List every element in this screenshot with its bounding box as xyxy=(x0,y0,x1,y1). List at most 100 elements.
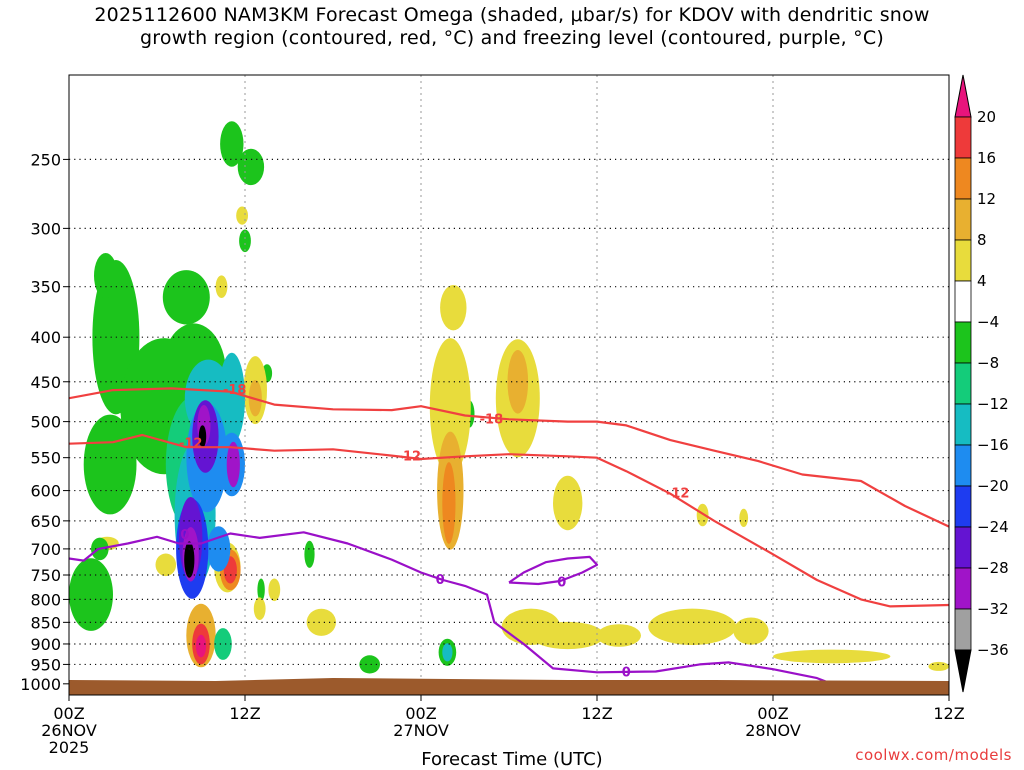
dgz-minus-18-label: -18 xyxy=(480,412,504,427)
plot-frame xyxy=(68,74,950,696)
colorbar-label: −8 xyxy=(977,354,999,372)
colorbar-bin xyxy=(954,239,972,282)
pressure-axis: 250 300 350 400 450 500 550 600 650 700 750 800 850 9… xyxy=(20,150,69,694)
freezing-loop-line xyxy=(508,555,599,586)
sinking-motion-area xyxy=(195,634,207,658)
dgz-minus-12-label: -12 xyxy=(398,449,422,464)
sinking-motion-area xyxy=(773,649,891,664)
freezing-loop-label: 0 xyxy=(557,576,566,591)
colorbar-bin xyxy=(954,362,972,405)
sinking-motion-area xyxy=(696,503,709,527)
colorbar-label: 8 xyxy=(977,231,987,249)
rising-motion-area xyxy=(226,441,240,488)
rising-motion-area xyxy=(206,526,231,572)
chart-title-line2: growth region (contoured, red, °C) and f… xyxy=(140,27,884,49)
rising-motion-area xyxy=(237,148,265,186)
pressure-tick-label: 800 xyxy=(30,590,61,609)
sinking-motion-area xyxy=(440,285,467,331)
colorbar-label: −4 xyxy=(977,313,999,331)
sinking-motion-area xyxy=(236,206,249,225)
pressure-tick-label: 700 xyxy=(30,540,61,559)
date-label: 28NOV xyxy=(745,721,801,740)
pressure-tick-label: 300 xyxy=(30,219,61,238)
rising-motion-area xyxy=(257,578,265,602)
sinking-motion-area xyxy=(507,350,529,414)
pressure-tick-label: 750 xyxy=(30,566,61,585)
sinking-motion-area xyxy=(442,462,456,544)
rising-motion-area xyxy=(239,229,251,253)
dgz-minus-18-line xyxy=(69,387,949,528)
colorbar-bin xyxy=(954,526,972,569)
sinking-motion-area xyxy=(306,608,336,636)
sinking-motion-area xyxy=(648,608,737,645)
temperature-contours xyxy=(69,387,949,685)
time-tick-label: 12Z xyxy=(933,704,964,723)
rising-motion-area xyxy=(184,541,195,578)
year-label: 2025 xyxy=(49,738,90,757)
omega-shading xyxy=(69,121,949,674)
rising-motion-area xyxy=(218,352,245,444)
freezing-level-label: 0 xyxy=(436,573,445,588)
sinking-motion-area xyxy=(733,617,769,645)
colorbar-bottom-extension xyxy=(954,649,972,693)
pressure-tick-label: 550 xyxy=(30,449,61,468)
rising-motion-area xyxy=(220,121,244,167)
sinking-motion-area xyxy=(553,475,583,531)
colorbar-label: −12 xyxy=(977,395,1009,413)
time-tick-label: 00Z xyxy=(757,704,788,723)
date-label: 27NOV xyxy=(393,721,449,740)
x-axis-title: Forecast Time (UTC) xyxy=(421,749,603,770)
rising-motion-area xyxy=(94,253,118,299)
pressure-tick-label: 600 xyxy=(30,482,61,501)
dgz-minus-12-label: -12 xyxy=(179,437,203,452)
colorbar-top-extension xyxy=(954,74,972,118)
colorbar-bin xyxy=(954,608,972,651)
pressure-tick-label: 450 xyxy=(30,373,61,392)
sinking-motion-area xyxy=(739,508,749,527)
pressure-tick-label: 1000 xyxy=(20,675,61,694)
dgz-minus-12-line xyxy=(69,433,949,608)
time-tick-label: 00Z xyxy=(53,704,84,723)
time-tick-label: 12Z xyxy=(229,704,260,723)
colorbar-bin xyxy=(954,321,972,364)
pressure-tick-label: 500 xyxy=(30,413,61,432)
rising-motion-area xyxy=(304,540,315,568)
colorbar-bin xyxy=(954,567,972,610)
contour-labels: -18 -18 -12 -12 -12 0 0 0 0 xyxy=(179,383,690,680)
colorbar-bin xyxy=(954,444,972,487)
sinking-motion-area xyxy=(268,578,281,602)
colorbar-label: 20 xyxy=(977,108,996,126)
colorbar-label: −32 xyxy=(977,600,1009,618)
pressure-tick-label: 900 xyxy=(30,635,61,654)
sinking-motion-area xyxy=(215,275,228,299)
rising-motion-area xyxy=(359,655,381,674)
colorbar-bin xyxy=(954,485,972,528)
pressure-tick-label: 850 xyxy=(30,613,61,632)
rising-motion-area xyxy=(69,558,113,631)
credit-text: coolwx.com/models xyxy=(855,746,1012,764)
freezing-level-line xyxy=(69,531,833,685)
pressure-tick-label: 400 xyxy=(30,328,61,347)
grid-lines xyxy=(69,75,949,695)
pressure-tick-label: 350 xyxy=(30,278,61,297)
freezing-level-label: 0 xyxy=(622,665,631,680)
colorbar-bin xyxy=(954,116,972,159)
pressure-tick-label: 650 xyxy=(30,512,61,531)
freezing-level-label: 0 xyxy=(180,528,189,543)
dgz-minus-18-label: -18 xyxy=(223,383,247,398)
colorbar: 20 16 12 8 4 −4 −8 −12 −16 −20 −24 −28 −32 −36 xyxy=(954,74,1009,693)
colorbar-label: −16 xyxy=(977,436,1009,454)
terrain-band xyxy=(69,678,949,695)
rising-motion-area xyxy=(162,270,210,325)
sinking-motion-area xyxy=(531,621,605,650)
chart-title-line1: 2025112600 NAM3KM Forecast Omega (shaded… xyxy=(94,4,930,26)
time-tick-label: 00Z xyxy=(405,704,436,723)
terrain-fill xyxy=(69,678,949,695)
date-label: 26NOV xyxy=(41,721,97,740)
colorbar-label: −20 xyxy=(977,477,1009,495)
pressure-tick-label: 950 xyxy=(30,655,61,674)
sinking-motion-area xyxy=(429,338,471,475)
sinking-motion-area xyxy=(253,597,266,620)
